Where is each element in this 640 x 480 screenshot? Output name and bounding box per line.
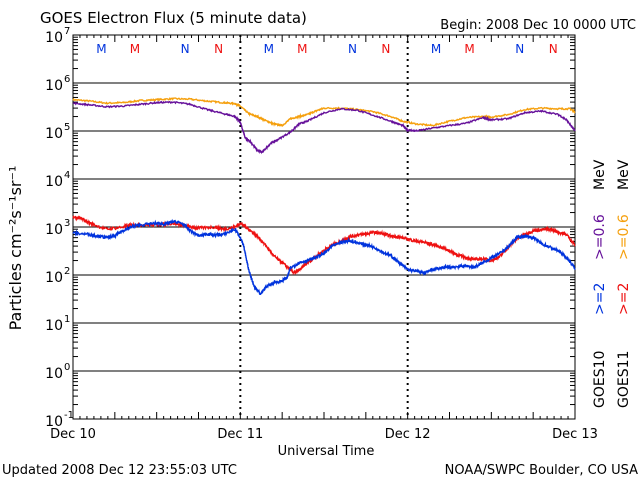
y-tick-exponent: 4 [64, 170, 70, 181]
y-tick-label: 10 [45, 126, 63, 142]
legend-goes11-high: >=2 [616, 283, 632, 315]
y-tick-exponent: 1 [64, 314, 70, 325]
local-time-marker: M [96, 42, 106, 56]
legend-goes10-high: >=2 [592, 283, 608, 315]
legend-goes11-label: GOES11 [616, 351, 632, 408]
chart-title: GOES Electron Flux (5 minute data) [40, 9, 307, 27]
y-tick-exponent: 0 [64, 362, 70, 373]
series-line [72, 96, 576, 127]
begin-time: Begin: 2008 Dec 10 0000 UTC [440, 18, 636, 33]
updated-time: Updated 2008 Dec 12 23:55:03 UTC [2, 463, 237, 478]
y-tick-exponent: 5 [64, 122, 70, 133]
y-tick-label: 10 [45, 30, 63, 46]
axis-ticks [72, 34, 576, 420]
y-tick-label: 10 [45, 222, 63, 238]
x-tick-label: Dec 12 [385, 427, 431, 442]
series-line [72, 218, 576, 296]
local-time-marker: M [431, 42, 441, 56]
local-time-marker: N [181, 42, 190, 56]
x-tick-label: Dec 10 [50, 427, 96, 442]
legend-goes10-label: GOES10 [592, 351, 608, 408]
x-tick-label: Dec 11 [217, 427, 263, 442]
legend-goes11-unit: MeV [616, 159, 632, 190]
x-axis-title: Universal Time [278, 444, 375, 459]
credit: NOAA/SWPC Boulder, CO USA [445, 463, 638, 478]
local-time-marker: N [214, 42, 223, 56]
local-time-marker: N [549, 42, 558, 56]
y-tick-label: 10 [45, 366, 63, 382]
y-tick-label: 10 [45, 78, 63, 94]
legend-goes10-unit: MeV [592, 159, 608, 190]
y-tick-exponent: 6 [64, 74, 70, 85]
y-tick-label: 10 [45, 318, 63, 334]
y-tick-label: 10 [45, 414, 63, 430]
y-tick-exponent: 2 [64, 266, 70, 277]
legend-goes10-low: >=0.6 [592, 214, 608, 260]
y-tick-label: 10 [45, 174, 63, 190]
day-separators [239, 35, 409, 419]
local-time-marker: M [297, 42, 307, 56]
local-time-marker: M [464, 42, 474, 56]
legend-goes11-low: >=0.6 [616, 214, 632, 260]
y-tick-exponent: 7 [64, 26, 70, 37]
local-time-marker: M [264, 42, 274, 56]
series-line [72, 100, 576, 155]
y-tick-label: 10 [45, 270, 63, 286]
legend: GOES10 GOES11 >=2 >=0.6 MeV >=2 >=0.6 Me… [592, 159, 632, 408]
grid-lines [73, 82, 575, 372]
y-axis-title: Particles cm⁻²s⁻¹sr⁻¹ [6, 166, 25, 331]
y-tick-exponent: 3 [64, 218, 70, 229]
x-tick-label: Dec 13 [552, 427, 598, 442]
y-tick-exponent: -1 [64, 410, 74, 421]
local-time-marker: N [515, 42, 524, 56]
series-lines [72, 96, 576, 296]
local-time-marker: M [130, 42, 140, 56]
local-time-marker: N [348, 42, 357, 56]
series-line [72, 215, 576, 276]
local-time-marker: N [381, 42, 390, 56]
